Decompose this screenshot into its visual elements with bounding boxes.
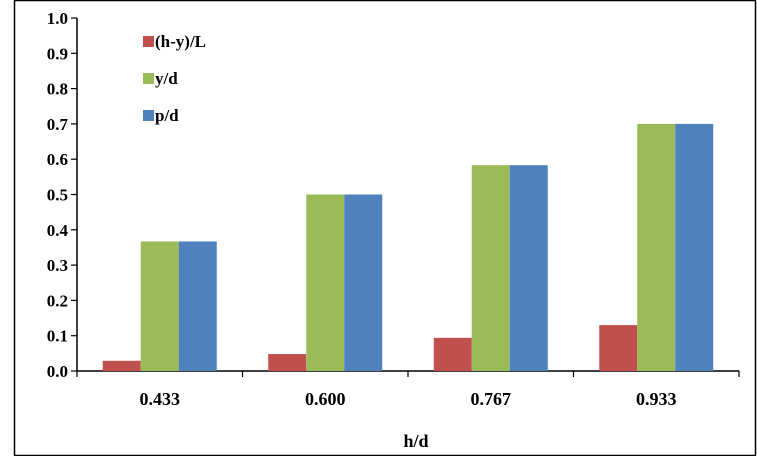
legend-label-2: y/d: [155, 69, 178, 88]
bar-1-1: [102, 360, 141, 371]
x-tick-label: 0.433: [140, 389, 181, 409]
legend-swatch-1: [143, 36, 154, 47]
y-tick-label: 0.6: [47, 150, 68, 169]
x-tick-label: 0.767: [471, 389, 512, 409]
y-tick-label: 0.2: [47, 291, 68, 310]
y-tick-label: 0.0: [47, 362, 68, 381]
legend-swatch-2: [143, 73, 154, 84]
y-tick-label: 0.5: [47, 186, 68, 205]
x-ticks: 0.433 0.600 0.767 0.933: [76, 371, 740, 409]
x-tick-label: 0.933: [636, 389, 677, 409]
y-tick-label: 0.1: [47, 327, 68, 346]
legend: (h-y)/L y/d p/d: [143, 32, 206, 125]
bars: [102, 123, 714, 372]
bar-3-1: [178, 241, 217, 371]
bar-3-2: [344, 194, 383, 371]
legend-swatch-3: [143, 110, 154, 121]
x-axis-label: h/d: [403, 431, 428, 451]
y-ticks: 0.0 0.1 0.2 0.3 0.4 0.5 0.6 0.7 0.8 0.9 1.0: [47, 9, 77, 381]
x-tick-label: 0.600: [305, 389, 346, 409]
bar-2-1: [140, 241, 179, 371]
bar-1-3: [433, 337, 472, 371]
bar-2-4: [637, 123, 676, 372]
bar-2-3: [471, 165, 510, 371]
legend-label-3: p/d: [155, 106, 179, 125]
y-tick-label: 0.4: [47, 221, 69, 240]
bar-1-4: [599, 325, 638, 371]
y-tick-label: 0.9: [47, 44, 68, 63]
bar-3-4: [675, 123, 714, 372]
y-tick-label: 0.7: [47, 115, 69, 134]
bar-3-3: [509, 165, 548, 371]
y-tick-label: 0.3: [47, 256, 68, 275]
bar-2-2: [306, 194, 345, 371]
legend-label-1: (h-y)/L: [155, 32, 206, 51]
y-tick-label: 0.8: [47, 80, 68, 99]
y-tick-label: 1.0: [47, 9, 68, 28]
bar-1-2: [268, 354, 307, 371]
